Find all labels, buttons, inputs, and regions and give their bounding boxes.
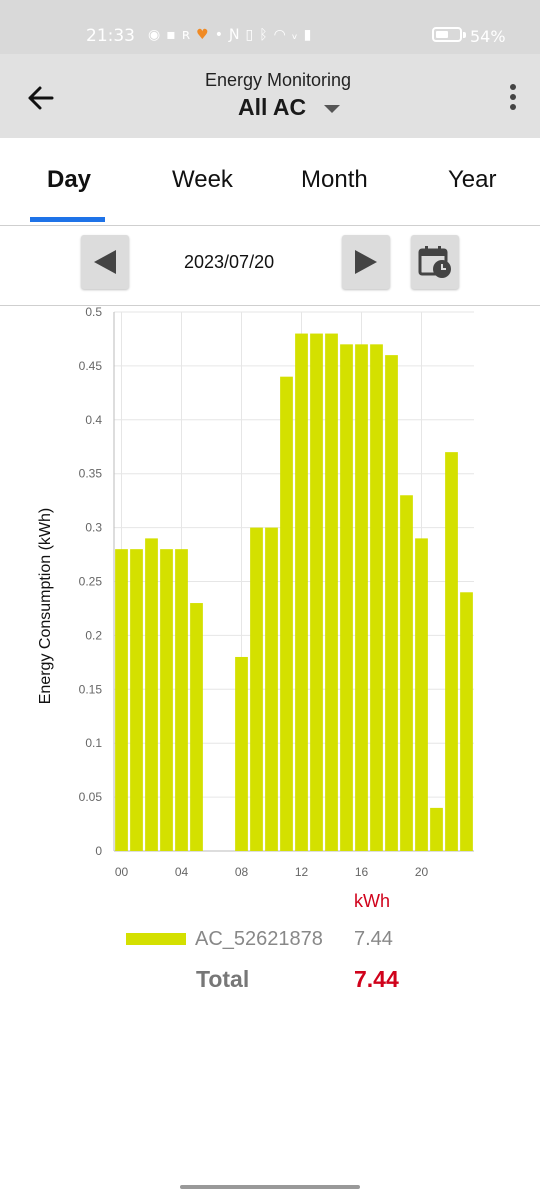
r-icon: ʀ <box>181 27 197 43</box>
page-title: All AC <box>238 94 307 120</box>
messenger-icon: ◉ <box>148 27 167 43</box>
nfc-icon: Ɲ <box>229 27 246 43</box>
page-subtitle: Energy Monitoring <box>204 70 352 90</box>
date-navigator: 2023/07/20 <box>0 226 540 306</box>
tab-year[interactable]: Year <box>448 166 497 193</box>
signal-icon: ▮ <box>303 27 318 43</box>
arrow-back-icon <box>28 86 54 110</box>
bar-hour-11 <box>280 376 293 851</box>
unit-label: kWh <box>354 891 390 911</box>
tab-week[interactable]: Week <box>172 166 233 193</box>
x-tick-label: 04 <box>175 865 189 879</box>
battery-icon <box>432 27 462 42</box>
legend-series-name: AC_52621878 <box>195 928 323 950</box>
bar-hour-17 <box>370 344 383 851</box>
more-dot <box>510 104 516 110</box>
triangle-right-icon <box>355 250 377 274</box>
total-label: Total <box>196 966 250 992</box>
next-day-button[interactable] <box>342 235 390 289</box>
triangle-left-icon <box>94 250 116 274</box>
bar-hour-16 <box>355 344 368 851</box>
x-tick-label: 08 <box>235 865 249 879</box>
bluetooth-icon: ᛒ <box>259 27 274 43</box>
bar-hour-23 <box>460 592 473 851</box>
status-time: 21:33 <box>86 26 135 46</box>
bar-hour-04 <box>175 549 188 851</box>
bar-hour-03 <box>160 549 173 851</box>
bar-hour-13 <box>310 333 323 851</box>
bar-hour-08 <box>235 656 248 851</box>
legend-swatch <box>126 933 186 945</box>
bar-hour-22 <box>445 452 458 851</box>
x-tick-label: 20 <box>415 865 429 879</box>
bar-hour-21 <box>430 807 443 851</box>
previous-day-button[interactable] <box>81 235 129 289</box>
bar-hour-14 <box>325 333 338 851</box>
wifi-icon: ◠ <box>273 27 292 43</box>
legend-series-value: 7.44 <box>354 928 393 950</box>
tab-day[interactable]: Day <box>47 166 92 193</box>
title-dropdown[interactable]: All AC <box>238 94 341 121</box>
y-tick-label: 0.4 <box>85 413 102 427</box>
bar-hour-09 <box>250 527 263 851</box>
selected-date: 2023/07/20 <box>184 252 275 272</box>
bar-hour-01 <box>130 549 143 851</box>
tab-indicator <box>30 217 105 222</box>
caret-down-icon <box>324 104 341 113</box>
total-value: 7.44 <box>354 966 399 992</box>
y-tick-label: 0.35 <box>79 467 103 481</box>
bar-hour-19 <box>400 495 413 851</box>
energy-bar-chart: 0 0.05 0.1 0.15 0.2 0.25 0.3 0.35 0.4 0.45 0.5 00 04… <box>37 306 474 879</box>
bar-hour-00 <box>115 549 128 851</box>
bar-hour-15 <box>340 344 353 851</box>
bar-hour-12 <box>295 333 308 851</box>
y-tick-label: 0.5 <box>85 306 102 319</box>
bar-hour-05 <box>190 603 203 851</box>
status-bar: 21:33 ◉▪ʀ♥•Ɲ▯ᛒ◠ᵥ▮ 54% <box>0 0 540 54</box>
y-tick-label: 0.05 <box>79 790 103 804</box>
y-tick-label: 0.1 <box>85 736 102 750</box>
battery-percent: 54% <box>470 27 506 46</box>
x-tick-label: 16 <box>355 865 369 879</box>
vibrate-icon: ▯ <box>245 27 260 43</box>
y-tick-label: 0.15 <box>79 682 103 696</box>
calendar-clock-icon <box>418 246 451 278</box>
heart-icon: ♥ <box>196 27 215 43</box>
back-button[interactable] <box>22 80 62 116</box>
y-tick-label: 0.3 <box>85 521 102 535</box>
y-tick-label: 0.2 <box>85 628 102 642</box>
more-dot <box>510 84 516 90</box>
dot-icon: • <box>214 27 229 43</box>
x-tick-label: 00 <box>115 865 129 879</box>
y-tick-label: 0.45 <box>79 359 103 373</box>
bar-hour-18 <box>385 355 398 851</box>
y-tick-label: 0.25 <box>79 575 103 589</box>
tab-month[interactable]: Month <box>301 166 368 193</box>
calendar-button[interactable] <box>411 235 459 289</box>
status-icons: ◉▪ʀ♥•Ɲ▯ᛒ◠ᵥ▮ <box>148 27 317 43</box>
x-tick-label: 12 <box>295 865 309 879</box>
period-tabs: Day Week Month Year <box>0 138 540 226</box>
home-indicator <box>180 1185 360 1189</box>
y-tick-label: 0 <box>95 844 102 858</box>
y-axis-label: Energy Consumption (kWh) <box>37 508 54 705</box>
battery-nub <box>463 32 466 38</box>
more-options-button[interactable] <box>504 82 522 112</box>
bar-hour-20 <box>415 538 428 851</box>
bank-icon: ▪ <box>166 27 182 43</box>
volte-icon: ᵥ <box>291 27 304 43</box>
bar-hour-10 <box>265 527 278 851</box>
bar-hour-02 <box>145 538 158 851</box>
app-bar: Energy Monitoring All AC <box>0 54 540 138</box>
more-dot <box>510 94 516 100</box>
